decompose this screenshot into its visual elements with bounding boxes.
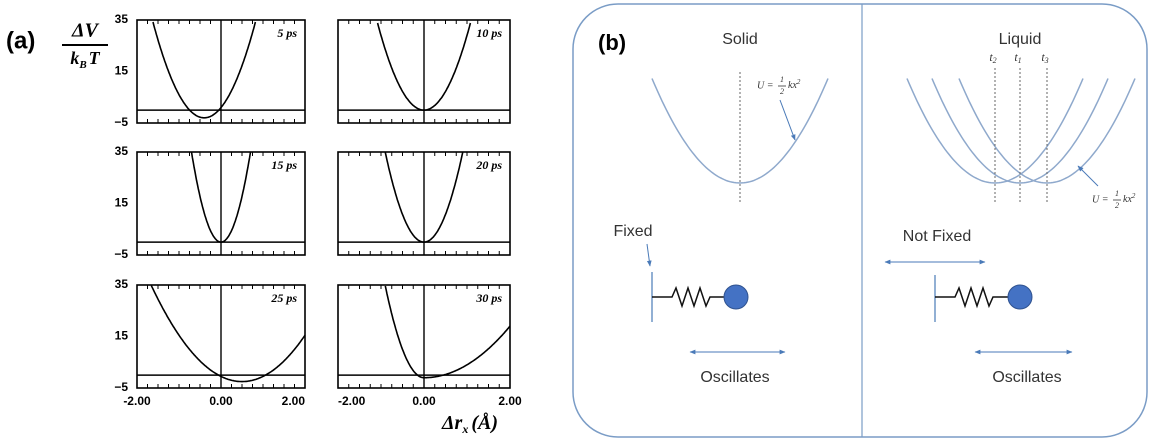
time-sub: 1 — [1018, 56, 1022, 65]
spring — [652, 288, 724, 306]
liquid-title: Liquid — [999, 31, 1042, 48]
pointer — [1078, 166, 1098, 186]
y-tick-label: 15 — [115, 329, 129, 343]
x-tick-label: 0.00 — [209, 394, 233, 408]
y-tick-label: 15 — [115, 196, 129, 210]
formula-body: kx2 — [1123, 192, 1136, 206]
solid-title: Solid — [722, 31, 758, 48]
y-tick-label: 35 — [115, 12, 129, 26]
mass — [724, 285, 748, 309]
oscillates-label: Oscillates — [700, 369, 769, 386]
pointer — [780, 100, 795, 140]
y-tick-label: 15 — [115, 64, 129, 78]
not-fixed-label: Not Fixed — [903, 228, 971, 245]
formula-lhs: U = — [1092, 194, 1108, 205]
y-label-numerator: ΔV — [71, 20, 100, 42]
time-label: 25 ps — [270, 291, 297, 305]
panel-label: (a) — [6, 27, 35, 54]
spring — [935, 288, 1008, 306]
time-label: 10 ps — [476, 26, 502, 40]
y-tick-label: −5 — [114, 380, 128, 394]
potential-curve — [652, 79, 828, 184]
oscillates-label: Oscillates — [992, 369, 1061, 386]
x-label: Δrx(Å) — [441, 412, 498, 436]
x-tick-label: -2.00 — [123, 394, 151, 408]
x-tick-label: 0.00 — [412, 394, 436, 408]
time-label: 20 ps — [475, 158, 502, 172]
x-tick-label: -2.00 — [338, 394, 366, 408]
time-sub: 3 — [1044, 56, 1049, 65]
time-label: 15 ps — [271, 158, 297, 172]
formula-numerator: 1 — [780, 75, 784, 84]
y-tick-label: −5 — [114, 247, 128, 261]
formula-denominator: 2 — [1115, 201, 1119, 210]
time-sub: 2 — [993, 56, 997, 65]
arrow — [647, 244, 650, 266]
panel-label: (b) — [598, 30, 626, 55]
time-label: 5 ps — [277, 26, 297, 40]
x-tick-label: 2.00 — [282, 394, 306, 408]
formula-exponent: 2 — [1132, 192, 1136, 200]
fixed-label: Fixed — [613, 223, 652, 240]
x-tick-label: 2.00 — [498, 394, 522, 408]
potential-curve — [907, 79, 1083, 184]
potential-curve — [153, 22, 255, 118]
formula-body: kx2 — [788, 78, 801, 92]
formula-numerator: 1 — [1115, 189, 1119, 198]
time-marker: t1 — [1014, 50, 1021, 65]
y-tick-label: −5 — [114, 115, 128, 129]
mass — [1008, 285, 1032, 309]
time-label: 30 ps — [475, 291, 502, 305]
time-marker: t2 — [989, 50, 996, 65]
y-tick-label: 35 — [115, 277, 129, 291]
figure: (a) ΔV kBT Δrx(Å) (b) Solid Liquid Fixed… — [0, 0, 1150, 442]
formula-denominator: 2 — [780, 87, 784, 96]
formula-exponent: 2 — [797, 78, 801, 86]
time-marker: t3 — [1041, 50, 1048, 65]
formula-lhs: U = — [757, 80, 773, 91]
y-tick-label: 35 — [115, 144, 129, 158]
